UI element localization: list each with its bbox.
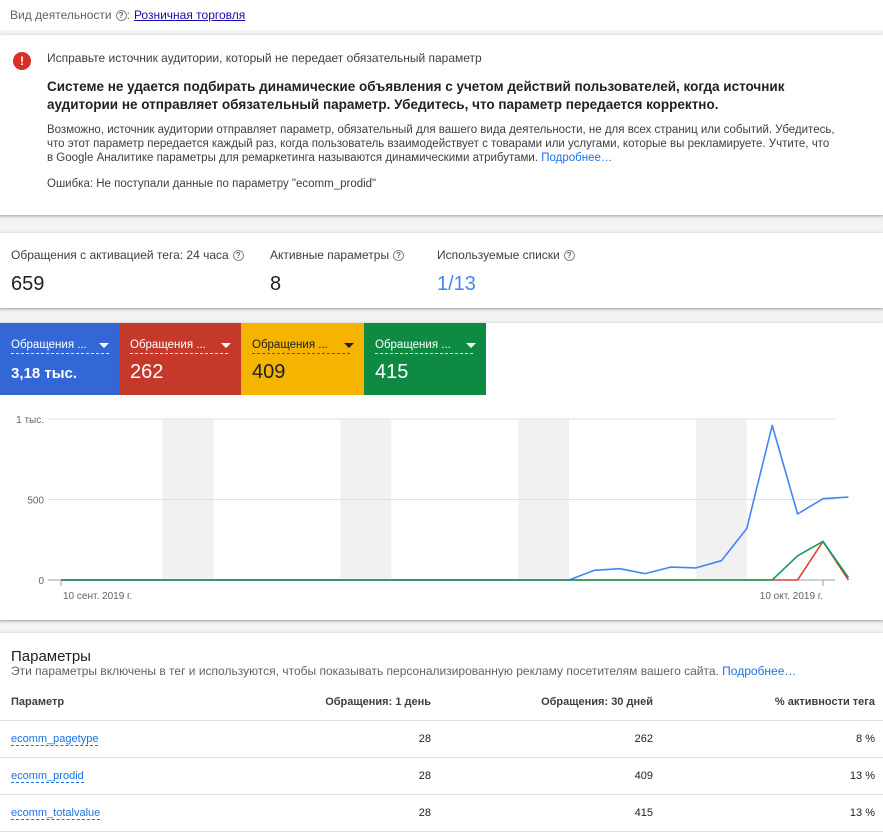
alert-title: Исправьте источник аудитории, который не… [47,51,482,65]
help-icon[interactable]: ? [115,9,127,21]
alert-card: ! Исправьте источник аудитории, который … [0,35,883,215]
help-icon[interactable]: ? [232,249,244,261]
param-link[interactable]: ecomm_pagetype [11,732,99,746]
table-row: ecomm_pagetype 28 262 8 % [0,720,883,758]
stat-value: 659 [11,273,45,295]
cell-day: 28 [209,794,439,832]
stats-card: Обращения с активацией тега: 24 часа? 65… [0,233,883,308]
help-icon[interactable]: ? [393,249,405,261]
cell-pct: 8 % [661,720,883,758]
cell-day: 28 [209,720,439,758]
metric-selector[interactable]: Обращения ... [130,339,228,354]
y-tick-label: 500 [27,496,44,507]
cell-day: 28 [209,757,439,795]
business-type-label: Вид деятельности [10,8,112,22]
dropdown-caret-icon[interactable] [99,343,109,348]
params-card: Параметры Эти параметры включены в тег и… [0,633,883,833]
stat-active-params: Активные параметры? 8 [270,248,405,296]
metric-tile[interactable]: Обращения ... 3,18 тыс. [0,323,119,395]
col-param[interactable]: Параметр [0,684,209,721]
business-type-link[interactable]: Розничная торговля [133,8,246,22]
params-title: Параметры [11,648,91,665]
cell-month: 409 [439,757,661,795]
metric-value: 415 [375,361,409,383]
alert-headline: Системе не удается подбирать динамически… [47,79,785,112]
table-row: ecomm_prodid 28 409 13 % [0,757,883,795]
col-pct[interactable]: % активности тега [661,684,883,721]
cell-month: 415 [439,794,661,832]
param-link[interactable]: ecomm_totalvalue [11,806,101,820]
line-chart: 1 тыс. 500 0 10 сент. 2019 г. 10 окт. 2019 г… [16,415,850,602]
metric-selector[interactable]: Обращения ... [11,339,109,354]
col-day[interactable]: Обращения: 1 день [209,684,439,721]
metric-selector[interactable]: Обращения ... [252,339,350,354]
dropdown-caret-icon[interactable] [344,343,354,348]
table-row: ecomm_totalvalue 28 415 13 % [0,794,883,832]
alert-more-link[interactable]: Подробнее… [541,152,613,164]
cell-month: 262 [439,720,661,758]
stat-value-link[interactable]: 1/13 [437,273,476,295]
params-desc: Эти параметры включены в тег и использую… [11,664,797,678]
cell-pct: 13 % [661,794,883,832]
help-icon[interactable]: ? [563,249,575,261]
params-more-link[interactable]: Подробнее… [722,664,797,678]
col-month[interactable]: Обращения: 30 дней [439,684,661,721]
metric-selector[interactable]: Обращения ... [375,339,473,354]
alert-body: Возможно, источник аудитории отправляет … [47,124,835,164]
metric-value: 409 [252,361,286,383]
x-tick-label: 10 окт. 2019 г. [760,591,823,602]
stat-value: 8 [270,273,282,295]
param-link[interactable]: ecomm_prodid [11,769,84,783]
metric-value: 3,18 тыс. [11,365,78,382]
series-line [61,540,850,581]
dropdown-caret-icon[interactable] [466,343,476,348]
y-tick-label: 0 [38,576,44,587]
stat-tag-hits: Обращения с активацией тега: 24 часа? 65… [11,248,244,296]
error-icon: ! [13,52,31,70]
metric-tile[interactable]: Обращения ... 415 [364,323,486,395]
dropdown-caret-icon[interactable] [221,343,231,348]
chart-card: Обращения ... 3,18 тыс. Обращения ... 26… [0,323,883,620]
y-tick-label: 1 тыс. [16,415,44,426]
params-table: Параметр Обращения: 1 день Обращения: 30… [0,684,883,832]
cell-pct: 13 % [661,757,883,795]
business-type-bar: Вид деятельности ?: Розничная торговля [0,0,883,30]
metric-value: 262 [130,361,164,383]
alert-error: Ошибка: Не поступали данные по параметру… [47,178,377,190]
metric-tile[interactable]: Обращения ... 409 [241,323,364,395]
metric-tile[interactable]: Обращения ... 262 [119,323,241,395]
stat-used-lists: Используемые списки? 1/13 [437,248,575,296]
x-tick-label: 10 сент. 2019 г. [63,591,132,602]
table-header-row: Параметр Обращения: 1 день Обращения: 30… [0,684,883,721]
